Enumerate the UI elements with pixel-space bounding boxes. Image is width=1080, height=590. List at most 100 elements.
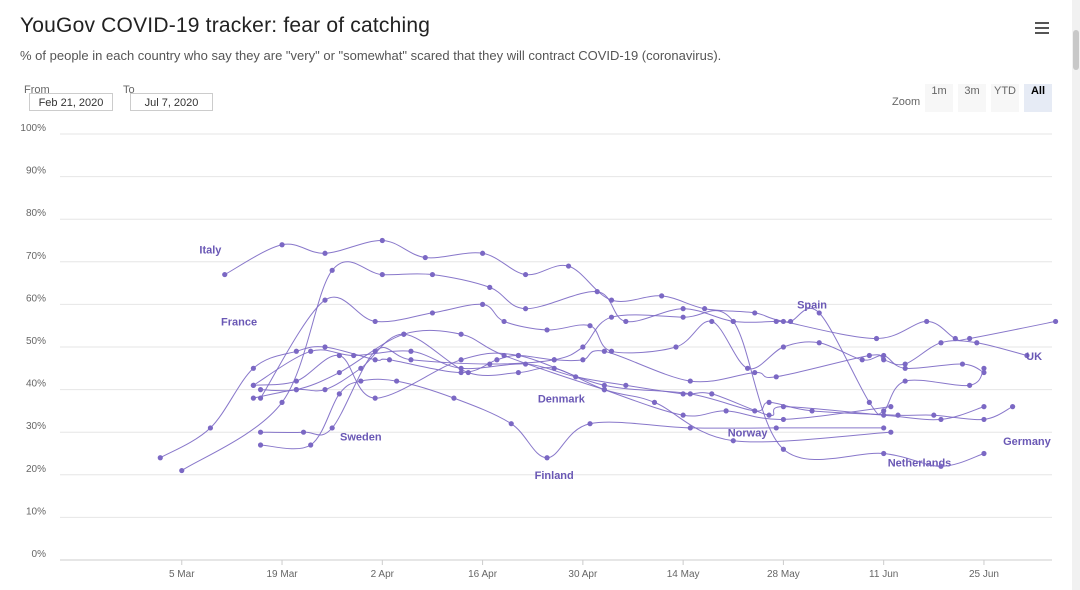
data-point-uk <box>250 365 256 371</box>
x-tick-label: 30 Apr <box>568 569 598 580</box>
data-point-netherlands <box>651 399 658 405</box>
data-point-netherlands <box>501 352 507 359</box>
data-point-norway <box>465 369 471 376</box>
data-point-sweden <box>773 425 779 431</box>
range-from-input[interactable]: Feb 21, 2020 <box>29 93 113 111</box>
series-line-uk <box>160 340 1028 459</box>
data-point-uk <box>386 357 393 363</box>
data-point-spain <box>594 289 600 295</box>
data-point-spain <box>866 399 872 405</box>
data-point-denmark <box>766 412 772 418</box>
data-point-uk <box>580 357 586 363</box>
data-point-norway <box>551 365 557 371</box>
series-line-france <box>260 296 985 399</box>
data-point-finland <box>608 314 615 320</box>
data-point-italy <box>1052 318 1059 325</box>
data-point-germany <box>766 399 772 405</box>
range-to-input[interactable]: Jul 7, 2020 <box>130 93 213 111</box>
data-point-uk <box>207 425 214 431</box>
data-point-netherlands <box>730 438 736 444</box>
y-tick-label: 60% <box>26 293 46 304</box>
data-point-sweden <box>508 421 514 427</box>
range-to-label: To <box>123 84 135 96</box>
data-point-france <box>780 344 787 350</box>
x-tick-label: 5 Mar <box>169 569 195 580</box>
zoom-1m-button[interactable]: 1m <box>925 84 953 112</box>
data-point-spain <box>967 382 973 388</box>
data-point-finland <box>938 463 944 469</box>
series-label-denmark: Denmark <box>538 393 586 405</box>
series-label-norway: Norway <box>728 427 769 439</box>
data-point-spain <box>379 271 385 278</box>
data-point-sweden <box>544 455 550 461</box>
chart-title: YouGov COVID-19 tracker: fear of catchin… <box>20 14 431 37</box>
data-point-netherlands <box>401 331 407 337</box>
y-tick-label: 80% <box>26 208 46 219</box>
y-tick-label: 30% <box>26 421 46 432</box>
data-point-germany <box>515 352 521 359</box>
data-point-finland <box>408 357 414 363</box>
data-point-netherlands <box>257 387 264 393</box>
data-point-france <box>587 323 593 329</box>
data-point-denmark <box>351 352 357 359</box>
data-point-spain <box>773 318 779 325</box>
data-point-finland <box>329 425 335 431</box>
series-label-france: France <box>221 317 257 329</box>
data-point-denmark <box>881 412 887 418</box>
data-point-uk <box>974 340 980 346</box>
zoom-3m-button[interactable]: 3m <box>958 84 986 112</box>
data-point-germany <box>931 412 937 418</box>
x-tick-label: 25 Jun <box>969 569 999 580</box>
zoom-label: Zoom <box>892 96 921 108</box>
series-label-germany: Germany <box>1003 436 1052 448</box>
data-point-spain <box>816 310 822 316</box>
data-point-spain <box>981 365 987 371</box>
scrollbar[interactable] <box>1072 0 1080 590</box>
data-point-germany <box>293 378 299 384</box>
data-point-spain <box>487 284 493 290</box>
data-point-france <box>479 301 486 307</box>
scrollbar-thumb[interactable] <box>1073 30 1079 70</box>
menu-bar <box>1035 22 1049 24</box>
data-point-italy <box>422 254 428 261</box>
data-point-sweden <box>308 442 314 448</box>
chart-subtitle: % of people in each country who say they… <box>20 48 722 63</box>
data-point-france <box>709 318 715 325</box>
zoom-all-button[interactable]: All <box>1024 84 1052 112</box>
data-point-uk <box>687 378 693 384</box>
zoom-ytd-button[interactable]: YTD <box>991 84 1019 112</box>
data-point-france <box>816 340 822 346</box>
data-point-finland <box>580 344 586 350</box>
data-point-italy <box>924 318 930 325</box>
data-point-uk <box>938 340 944 346</box>
data-point-italy <box>322 250 328 256</box>
data-point-germany <box>372 395 378 401</box>
x-tick-label: 14 May <box>667 569 700 580</box>
data-point-netherlands <box>336 369 342 376</box>
data-point-uk <box>601 348 607 354</box>
data-point-denmark <box>780 404 787 410</box>
series-label-sweden: Sweden <box>340 432 382 444</box>
data-point-denmark <box>680 391 686 397</box>
y-tick-label: 0% <box>32 549 47 560</box>
data-point-sweden <box>451 395 457 401</box>
series-label-uk: UK <box>1026 351 1042 363</box>
menu-bar <box>1035 32 1049 34</box>
data-point-france <box>981 369 987 376</box>
data-point-norway <box>780 416 787 423</box>
data-point-finland <box>551 357 557 363</box>
data-point-denmark <box>250 382 256 388</box>
data-point-italy <box>873 335 880 342</box>
y-tick-label: 70% <box>26 251 46 262</box>
data-point-norway <box>723 408 729 414</box>
series-line-sweden <box>260 378 884 459</box>
data-point-sweden <box>358 378 364 384</box>
data-point-sweden <box>687 425 693 431</box>
series-line-italy <box>224 239 1056 342</box>
data-point-france <box>322 297 328 303</box>
data-point-italy <box>379 237 385 244</box>
y-tick-label: 40% <box>26 379 46 390</box>
data-point-france <box>501 318 507 325</box>
data-point-norway <box>680 412 686 418</box>
hamburger-menu-icon[interactable] <box>1030 18 1054 40</box>
